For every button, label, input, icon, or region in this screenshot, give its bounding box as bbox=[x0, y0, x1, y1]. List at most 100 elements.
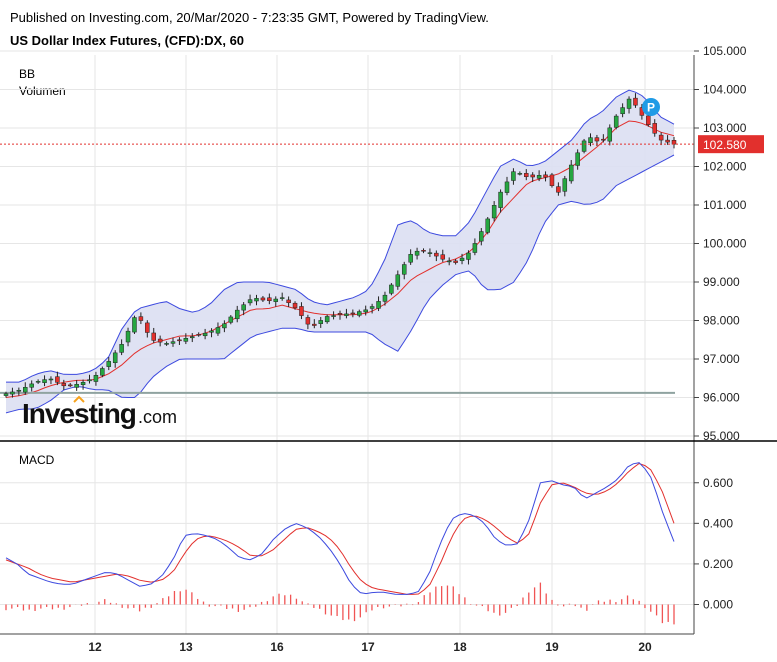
y-tick-label: 103.000 bbox=[703, 121, 747, 135]
candle-body bbox=[459, 257, 465, 262]
candle-body bbox=[530, 174, 535, 178]
candle-body bbox=[491, 205, 497, 219]
candle-body bbox=[646, 115, 651, 125]
investing-watermark: Investing .com bbox=[22, 395, 177, 429]
candle-body bbox=[427, 252, 433, 254]
candle-body bbox=[562, 178, 568, 192]
y-tick-label: 95.000 bbox=[703, 429, 740, 443]
y-tick-label: 104.000 bbox=[703, 83, 747, 97]
candle-body bbox=[183, 338, 189, 342]
candle-body bbox=[138, 316, 144, 321]
axes: 12 13 16 17 18 19 20 95.000 96.000 97.000 98.000 99… bbox=[0, 44, 777, 654]
candle-body bbox=[504, 181, 510, 193]
last-price-badge bbox=[698, 135, 764, 154]
candle-body bbox=[344, 313, 349, 316]
x-tick-label: 19 bbox=[545, 640, 559, 654]
candle-body bbox=[228, 316, 234, 323]
macd-line bbox=[5, 462, 675, 595]
candle-body bbox=[408, 254, 413, 263]
candle-body bbox=[588, 137, 593, 143]
candle-body bbox=[389, 284, 394, 294]
bb-indicator-label[interactable]: BB bbox=[19, 67, 36, 81]
candle-body bbox=[421, 250, 426, 252]
candle-body bbox=[633, 97, 638, 106]
candle-body bbox=[67, 384, 73, 387]
candle-body bbox=[170, 341, 176, 344]
candle-body bbox=[48, 378, 54, 381]
last-price-label: 102.580 bbox=[703, 138, 747, 152]
watermark-caret-icon bbox=[73, 395, 85, 403]
candle-body bbox=[581, 140, 587, 152]
candle-body bbox=[209, 330, 214, 333]
bb-upper-line bbox=[6, 89, 675, 383]
candle-body bbox=[331, 315, 336, 317]
candle-body bbox=[305, 317, 311, 325]
y-tick-label: 101.000 bbox=[703, 198, 747, 212]
x-tick-label: 12 bbox=[88, 640, 102, 654]
candle-body bbox=[190, 336, 195, 339]
candle-body bbox=[3, 393, 9, 396]
candle-body bbox=[382, 294, 388, 302]
p-marker-circle[interactable] bbox=[642, 98, 660, 116]
macd-indicator-label[interactable]: MACD bbox=[19, 453, 55, 467]
macd-y-tick-label: 0.600 bbox=[703, 476, 733, 490]
candle-body bbox=[434, 252, 439, 257]
candle-body bbox=[369, 306, 375, 309]
x-tick-label: 17 bbox=[361, 640, 375, 654]
candle-body bbox=[196, 334, 201, 336]
y-tick-label: 99.000 bbox=[703, 275, 740, 289]
candle-body bbox=[312, 323, 317, 326]
candle-body bbox=[440, 254, 446, 260]
p-marker-label: P bbox=[647, 101, 655, 115]
candle-body bbox=[324, 316, 330, 323]
y-tick-label: 102.000 bbox=[703, 160, 747, 174]
candle-body bbox=[157, 338, 163, 343]
candle-body bbox=[485, 218, 490, 233]
last-price-line: 102.580 bbox=[0, 135, 764, 154]
candle-body bbox=[202, 332, 208, 337]
bollinger-bands bbox=[5, 89, 675, 414]
candle-body bbox=[132, 317, 137, 333]
candle-body bbox=[260, 297, 266, 301]
candle-body bbox=[511, 171, 516, 181]
candle-body bbox=[80, 381, 86, 385]
candle-body bbox=[279, 297, 285, 299]
candle-body bbox=[292, 302, 298, 309]
candle-body bbox=[376, 301, 381, 309]
watermark-main-text: Investing bbox=[22, 398, 136, 429]
candle-body bbox=[286, 299, 291, 303]
candle-body bbox=[536, 175, 542, 179]
candle-body bbox=[575, 152, 580, 166]
candle-body bbox=[395, 274, 401, 287]
candle-body bbox=[55, 376, 60, 383]
candle-body bbox=[151, 332, 156, 341]
y-tick-label: 105.000 bbox=[703, 44, 747, 58]
volume-indicator-label[interactable]: Volumen bbox=[19, 84, 66, 98]
x-tick-label: 20 bbox=[638, 640, 652, 654]
candlesticks bbox=[3, 93, 677, 398]
y-tick-label: 97.000 bbox=[703, 352, 740, 366]
candle-body bbox=[446, 260, 452, 263]
candle-body bbox=[607, 127, 613, 142]
candle-body bbox=[543, 174, 548, 178]
candle-body bbox=[318, 320, 323, 324]
candle-body bbox=[479, 231, 484, 242]
candle-body bbox=[671, 140, 677, 145]
candle-body bbox=[620, 107, 625, 115]
candle-body bbox=[119, 344, 124, 353]
gridlines bbox=[0, 50, 694, 634]
candle-body bbox=[665, 139, 670, 143]
x-tick-label: 16 bbox=[270, 640, 284, 654]
bb-band-fill bbox=[6, 90, 674, 413]
candle-body bbox=[658, 134, 664, 141]
published-attribution: Published on Investing.com, 20/Mar/2020 … bbox=[10, 10, 489, 25]
candle-body bbox=[87, 379, 92, 382]
watermark-suffix-text: .com bbox=[138, 407, 177, 427]
macd-y-tick-label: 0.200 bbox=[703, 557, 733, 571]
candle-body bbox=[35, 381, 41, 383]
candle-body bbox=[639, 107, 645, 116]
candle-body bbox=[363, 309, 368, 313]
candle-body bbox=[164, 343, 169, 345]
candle-body bbox=[401, 264, 407, 275]
